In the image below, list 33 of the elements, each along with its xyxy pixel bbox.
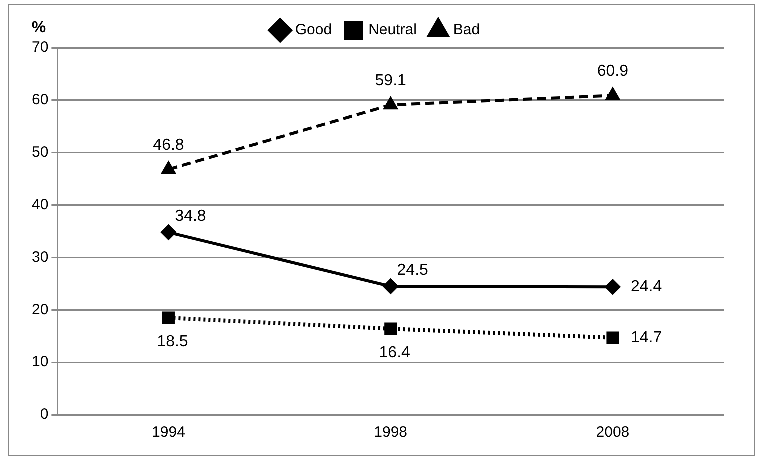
y-tick-label: 60 [32, 92, 49, 109]
data-label: 24.5 [397, 262, 429, 279]
legend-label: Good [295, 22, 332, 39]
data-label: 16.4 [379, 344, 411, 362]
point [384, 322, 398, 336]
y-tick-label: 0 [40, 406, 49, 424]
legend-label: Neutral [368, 22, 417, 39]
y-tick-label: 50 [32, 144, 49, 161]
y-axis-title: % [32, 19, 46, 36]
data-label: 34.8 [175, 208, 206, 225]
point [605, 280, 620, 295]
point [162, 162, 176, 174]
point [162, 312, 175, 324]
data-label: 14.7 [630, 329, 662, 346]
x-tick-label: 2008 [596, 424, 630, 442]
data-label: 46.8 [153, 137, 184, 154]
y-tick-label: 40 [32, 196, 49, 214]
y-tick-label: 10 [32, 354, 49, 371]
point [384, 98, 398, 110]
legend-label: Bad [453, 22, 480, 39]
point [606, 88, 620, 100]
point [383, 279, 398, 294]
y-tick-label: 70 [32, 39, 49, 56]
data-label: 18.5 [157, 333, 188, 350]
data-label: 59.1 [375, 72, 407, 90]
y-tick-label: 30 [32, 248, 49, 266]
data-label: 60.9 [597, 63, 629, 80]
x-tick-label: 1994 [152, 424, 186, 442]
x-tick-label: 1998 [374, 424, 408, 442]
y-tick-label: 20 [32, 301, 49, 318]
data-label: 24.4 [630, 278, 662, 296]
point [161, 225, 176, 240]
point [606, 332, 620, 344]
